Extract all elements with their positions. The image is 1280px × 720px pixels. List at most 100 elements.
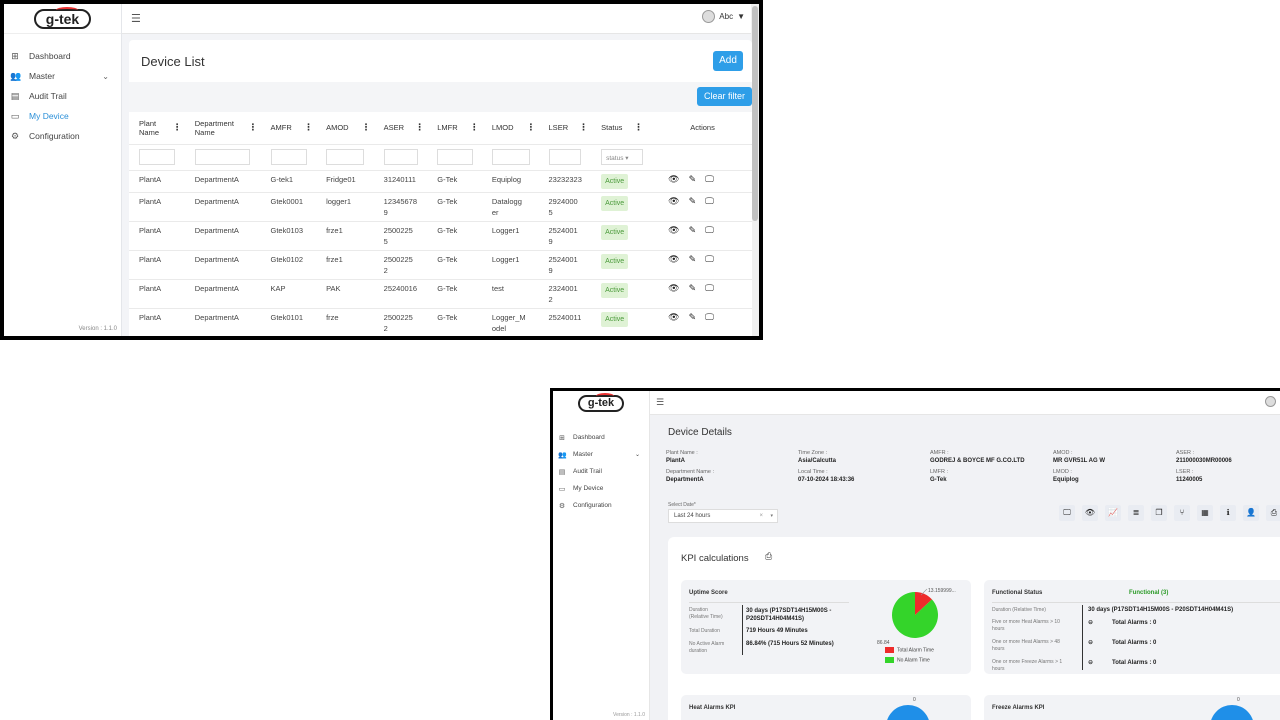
- monitor-icon[interactable]: 🖵: [705, 195, 714, 206]
- col-lmod[interactable]: LMOD ⋮: [481, 112, 539, 145]
- merge-icon[interactable]: ⑂: [1174, 505, 1190, 521]
- avatar: [702, 10, 716, 23]
- cell-lser: 2924000 5: [538, 192, 592, 222]
- cell-plant: PlantA: [129, 308, 185, 336]
- print-icon[interactable]: ⎙: [1266, 505, 1280, 521]
- col-amod[interactable]: AMOD ⋮: [316, 112, 374, 145]
- print-icon[interactable]: ⎙: [765, 551, 773, 561]
- version-label: Version : 1.1.0: [613, 712, 645, 718]
- info-cell: AMOD : MR GVR51L AG W: [1053, 450, 1173, 465]
- eye-icon[interactable]: 👁: [1082, 505, 1098, 521]
- chart-icon[interactable]: 📈: [1105, 505, 1121, 521]
- database-icon[interactable]: ≣: [1128, 505, 1144, 521]
- sidebar: g-tek ⊞ Dashboard 👥 Master ⌄ ▤ Audit Trail ▭…: [4, 4, 122, 336]
- sidebar-item-dashboard[interactable]: ⊞ Dashboard: [559, 434, 605, 442]
- edit-icon[interactable]: ✎: [688, 195, 697, 206]
- view-icon[interactable]: 👁: [668, 224, 680, 235]
- col-aser[interactable]: ASER ⋮: [373, 112, 428, 145]
- col-plant-name[interactable]: Plant Name ⋮: [129, 112, 185, 145]
- copy-icon[interactable]: ❐: [1151, 505, 1167, 521]
- sidebar-item-configuration[interactable]: ⚙ Configuration: [558, 502, 612, 510]
- col-amfr[interactable]: AMFR ⋮: [260, 112, 317, 145]
- monitor-icon[interactable]: 🖵: [705, 224, 714, 235]
- filter-lmfr-input[interactable]: [437, 149, 474, 165]
- view-icon[interactable]: 👁: [668, 282, 680, 293]
- cell-aser: 2500225 2: [373, 308, 428, 336]
- sidebar-item-my-device[interactable]: ▭ My Device: [558, 485, 604, 493]
- col-department-name[interactable]: Department Name ⋮: [184, 112, 261, 145]
- pie-bottom-label: 86.84: [877, 640, 890, 646]
- filter-department-input[interactable]: [194, 149, 250, 165]
- sidebar-item-master[interactable]: 👥 Master ⌄: [558, 451, 640, 459]
- scrollbar[interactable]: [751, 4, 759, 336]
- heat-kpi-gauge: [886, 705, 930, 720]
- filter-amfr-input[interactable]: [270, 149, 307, 165]
- monitor-icon[interactable]: 🖵: [1059, 505, 1075, 521]
- menu-toggle-icon[interactable]: ☰: [131, 13, 141, 25]
- filter-plant-input[interactable]: [139, 149, 175, 165]
- chevron-down-icon: ⌄: [102, 71, 109, 81]
- user-menu[interactable]: Abc ▼: [702, 10, 745, 23]
- view-icon[interactable]: 👁: [668, 173, 680, 184]
- sidebar-item-my-device[interactable]: ▭ My Device: [4, 106, 121, 126]
- monitor-icon[interactable]: 🖵: [705, 253, 714, 264]
- user-key-icon[interactable]: 👤: [1243, 505, 1259, 521]
- monitor-icon[interactable]: 🖵: [705, 311, 714, 322]
- view-icon[interactable]: 👁: [668, 195, 680, 206]
- calendar-icon[interactable]: ▦: [1197, 505, 1213, 521]
- edit-icon[interactable]: ✎: [688, 173, 697, 184]
- add-button[interactable]: Add: [713, 51, 743, 71]
- logo[interactable]: g-tek: [4, 4, 121, 34]
- edit-icon[interactable]: ✎: [688, 311, 697, 322]
- col-lser[interactable]: LSER ⋮: [538, 112, 592, 145]
- column-menu-icon: ⋮: [304, 122, 314, 133]
- edit-icon[interactable]: ✎: [688, 253, 697, 264]
- cell-aser: 25240016: [373, 279, 428, 309]
- sidebar-item-audit-trail[interactable]: ▤ Audit Trail: [4, 86, 121, 106]
- info-cell: Department Name : DepartmentA: [666, 469, 786, 484]
- edit-icon[interactable]: ✎: [688, 224, 697, 235]
- minus-circle-icon: ⊖: [1088, 620, 1094, 626]
- freeze-alarms-card: Freeze Alarms KPI 0: [984, 695, 1280, 720]
- filter-status-select[interactable]: status ▾: [601, 149, 644, 165]
- filter-lmod-input[interactable]: [491, 149, 530, 165]
- logo[interactable]: g-tek: [553, 391, 649, 415]
- filter-aser-input[interactable]: [383, 149, 418, 165]
- clear-filter-button[interactable]: Clear filter: [697, 87, 752, 106]
- cell-dept: DepartmentA: [184, 308, 261, 336]
- info-icon[interactable]: ℹ: [1220, 505, 1236, 521]
- monitor-icon[interactable]: 🖵: [705, 282, 714, 293]
- col-lmfr[interactable]: LMFR ⋮: [427, 112, 482, 145]
- device-list-card: Device List Add Clear filter Plant Name ⋮…: [129, 40, 752, 336]
- freeze-kpi-gauge: [1210, 705, 1254, 720]
- view-icon[interactable]: 👁: [668, 311, 680, 322]
- user-menu[interactable]: A: [1264, 396, 1280, 407]
- clear-icon[interactable]: ×: [759, 513, 763, 519]
- gear-icon: ⚙: [10, 130, 20, 141]
- edit-icon[interactable]: ✎: [688, 282, 697, 293]
- laptop-icon: ▭: [558, 485, 566, 493]
- monitor-icon[interactable]: 🖵: [705, 173, 714, 184]
- info-label: Department Name :: [666, 469, 714, 475]
- view-icon[interactable]: 👁: [668, 253, 680, 264]
- cell-plant: PlantA: [129, 170, 185, 193]
- cell-lmod: test: [481, 279, 539, 309]
- select-date-dropdown[interactable]: Last 24 hours × ▾: [668, 509, 778, 523]
- cell-dept: DepartmentA: [184, 279, 261, 309]
- filter-amod-input[interactable]: [326, 149, 365, 165]
- sidebar-item-configuration[interactable]: ⚙ Configuration: [4, 126, 121, 146]
- sidebar-item-label: Audit Trail: [29, 91, 67, 101]
- col-status[interactable]: Status ⋮: [591, 112, 647, 145]
- sidebar-item-dashboard[interactable]: ⊞ Dashboard: [4, 46, 121, 66]
- sidebar-item-label: Configuration: [29, 131, 80, 141]
- uptime-score-card: Uptime Score Duration (Relative Time) 30…: [681, 580, 971, 674]
- functional-rule-value: Total Alarms : 0: [1112, 660, 1157, 666]
- menu-toggle-icon[interactable]: ☰: [656, 397, 665, 407]
- sidebar-item-audit-trail[interactable]: ▤ Audit Trail: [558, 468, 602, 476]
- filter-lser-input[interactable]: [548, 149, 581, 165]
- cell-lser: 2524001 9: [538, 250, 592, 280]
- info-value: PlantA: [666, 458, 686, 464]
- sidebar-item-master[interactable]: 👥 Master ⌄: [4, 66, 121, 86]
- functional-status-badge: Functional (3): [1129, 590, 1169, 596]
- cell-lser: 2324001 2: [538, 279, 592, 309]
